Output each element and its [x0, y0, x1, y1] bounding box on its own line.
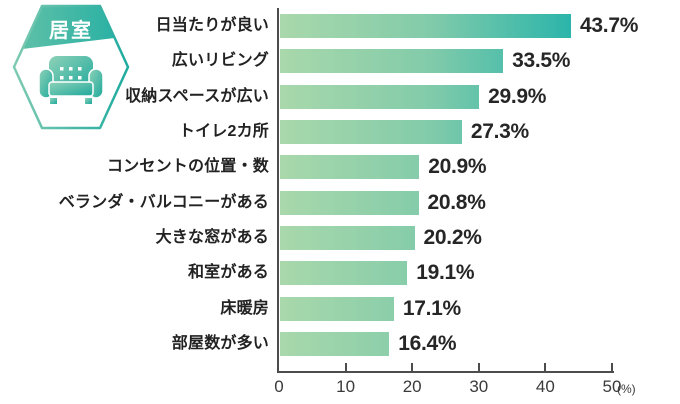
category-label: 和室がある — [187, 264, 269, 282]
category-label: トイレ2カ所 — [178, 123, 269, 141]
bar — [280, 155, 420, 180]
bar — [280, 261, 408, 286]
category-label: 部屋数が多い — [171, 335, 269, 353]
bar-row: 大きな窓がある 20.2% — [0, 226, 680, 251]
bar — [280, 332, 390, 357]
bar-row: ベランダ・バルコニーがある 20.8% — [0, 190, 680, 215]
axis-tick — [411, 363, 414, 371]
value-label: 20.9% — [428, 155, 487, 179]
value-label: 20.2% — [423, 226, 482, 250]
category-label: 床暖房 — [220, 299, 269, 317]
badge-strip — [22, 6, 115, 49]
category-label: 収納スペースが広い — [125, 87, 269, 105]
sofa-icon — [38, 56, 104, 104]
bar — [280, 190, 419, 215]
value-label: 33.5% — [512, 49, 571, 73]
axis-tick — [544, 363, 547, 371]
category-badge: 居室 — [12, 4, 130, 130]
tick-label: 0 — [274, 377, 284, 396]
x-axis-unit: (%) — [617, 382, 636, 396]
badge-label: 居室 — [49, 20, 93, 42]
value-label: 16.4% — [398, 332, 457, 356]
bar-row: 日当たりが良い 43.7% — [0, 14, 680, 38]
bar-row: 部屋数が多い 16.4% — [0, 332, 680, 357]
bar-row: 広いリビング 33.5% — [0, 49, 680, 74]
tick-label: 40 — [535, 377, 555, 396]
axis-tick — [611, 363, 613, 371]
tick-label: 30 — [469, 377, 489, 396]
bar — [280, 84, 480, 109]
bar — [280, 49, 504, 74]
y-axis-line — [277, 8, 279, 373]
x-axis-line — [277, 371, 614, 373]
bar — [280, 14, 572, 38]
bar — [280, 226, 415, 251]
category-label: 広いリビング — [171, 52, 269, 70]
value-label: 29.9% — [488, 84, 547, 108]
hexagon-badge-graphic — [12, 4, 130, 130]
category-label: 日当たりが良い — [155, 17, 269, 34]
value-label: 20.8% — [427, 190, 486, 214]
bar — [280, 120, 462, 145]
bar-row: トイレ2カ所 27.3% — [0, 120, 680, 145]
bar-row: 収納スペースが広い 29.9% — [0, 84, 680, 109]
bar-row: コンセントの位置・数 20.9% — [0, 155, 680, 180]
tick-label: 50 — [602, 377, 622, 396]
bar-row: 和室がある 19.1% — [0, 261, 680, 286]
tick-label: 20 — [402, 377, 422, 396]
category-label: ベランダ・バルコニーがある — [58, 193, 269, 211]
tick-label: 10 — [336, 377, 356, 396]
value-label: 43.7% — [580, 14, 639, 37]
value-label: 17.1% — [402, 296, 461, 320]
category-label: 大きな窓がある — [155, 229, 269, 247]
bar — [280, 296, 394, 321]
axis-tick — [344, 363, 347, 371]
axis-tick — [477, 363, 480, 371]
bar-row: 床暖房 17.1% — [0, 296, 680, 321]
value-label: 27.3% — [470, 120, 529, 144]
category-label: コンセントの位置・数 — [106, 158, 269, 176]
value-label: 19.1% — [416, 261, 475, 285]
